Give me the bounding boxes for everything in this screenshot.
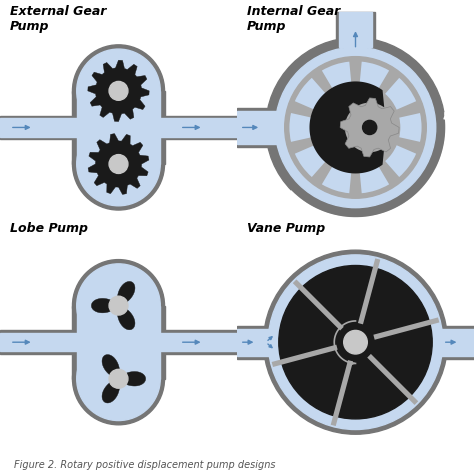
Polygon shape <box>88 134 149 194</box>
Circle shape <box>77 122 160 206</box>
Bar <box>440 326 474 359</box>
Circle shape <box>77 337 160 421</box>
Wedge shape <box>295 78 326 110</box>
Circle shape <box>109 155 128 173</box>
Bar <box>0 333 237 351</box>
Polygon shape <box>91 281 135 330</box>
Wedge shape <box>399 113 421 142</box>
Circle shape <box>344 330 367 354</box>
Polygon shape <box>358 258 380 324</box>
Circle shape <box>77 49 160 133</box>
Text: Lobe Pump: Lobe Pump <box>10 222 88 235</box>
Polygon shape <box>374 317 439 340</box>
Wedge shape <box>385 78 416 110</box>
Bar <box>0 118 237 137</box>
Bar <box>0 330 237 354</box>
Bar <box>73 91 164 164</box>
Wedge shape <box>290 113 312 142</box>
Bar <box>237 326 271 359</box>
Bar <box>339 12 372 47</box>
Circle shape <box>266 38 445 217</box>
Text: External Gear
Pump: External Gear Pump <box>10 5 106 33</box>
Wedge shape <box>360 62 389 89</box>
Circle shape <box>73 45 164 137</box>
Circle shape <box>363 120 377 135</box>
Bar <box>77 306 160 379</box>
Bar <box>336 12 375 47</box>
Bar <box>440 329 474 356</box>
Circle shape <box>109 369 128 388</box>
Bar <box>237 108 280 147</box>
Circle shape <box>279 265 432 419</box>
Bar <box>237 111 280 144</box>
Circle shape <box>268 255 443 430</box>
Wedge shape <box>385 145 416 177</box>
Circle shape <box>285 57 426 198</box>
Circle shape <box>77 264 160 347</box>
Circle shape <box>109 296 128 315</box>
Wedge shape <box>360 166 389 193</box>
Circle shape <box>109 81 128 101</box>
Polygon shape <box>293 279 344 330</box>
Polygon shape <box>340 98 399 157</box>
Bar <box>77 91 160 164</box>
Circle shape <box>73 118 164 210</box>
Polygon shape <box>88 60 149 122</box>
Polygon shape <box>367 354 418 405</box>
Polygon shape <box>102 354 146 403</box>
Wedge shape <box>322 62 351 89</box>
Circle shape <box>73 333 164 425</box>
Polygon shape <box>310 81 384 173</box>
Circle shape <box>275 47 436 208</box>
Polygon shape <box>272 345 337 367</box>
Circle shape <box>264 250 447 434</box>
Text: Internal Gear
Pump: Internal Gear Pump <box>247 5 340 33</box>
Text: Figure 2. Rotary positive displacement pump designs: Figure 2. Rotary positive displacement p… <box>14 460 276 470</box>
Bar <box>0 116 237 139</box>
Polygon shape <box>331 360 353 426</box>
Bar <box>237 329 271 356</box>
Wedge shape <box>322 166 351 193</box>
Bar <box>73 306 164 379</box>
Wedge shape <box>295 145 326 177</box>
Circle shape <box>73 260 164 352</box>
Text: Vane Pump: Vane Pump <box>247 222 325 235</box>
